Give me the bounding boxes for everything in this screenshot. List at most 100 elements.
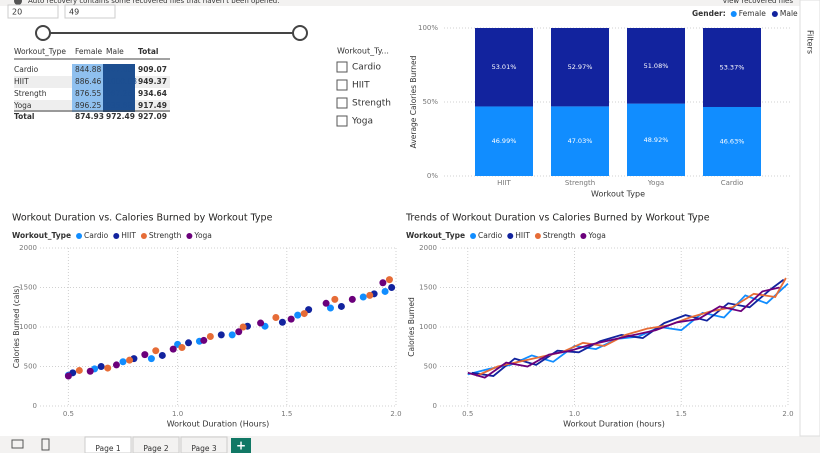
point [331, 295, 339, 303]
slicer-item[interactable]: HIIT [352, 81, 370, 91]
cell-bg [72, 88, 103, 100]
y-tick-label: 500 [24, 363, 37, 371]
point [379, 279, 387, 287]
mobile-icon[interactable] [41, 438, 50, 451]
point [385, 276, 393, 284]
add-tab[interactable] [231, 438, 251, 453]
desktop-icon[interactable] [11, 439, 24, 449]
matrix-cell: 967.00 [106, 65, 132, 74]
bar-segment [475, 28, 533, 107]
x-axis-label: Workout Type [591, 190, 645, 199]
x-tick-label: 2.0 [390, 410, 401, 418]
point [381, 287, 389, 295]
checkbox[interactable] [336, 61, 348, 73]
x-tick-label: 0.5 [462, 410, 473, 418]
matrix-cell: 886.46 [75, 77, 101, 86]
point [322, 299, 330, 307]
bar-segment [627, 103, 685, 176]
legend-marker [507, 233, 514, 239]
point [359, 293, 367, 301]
matrix-header: Total [138, 47, 159, 56]
notification-text: Auto recovery contains some recovered fi… [28, 0, 279, 5]
slider-max-box[interactable] [64, 4, 116, 19]
point [294, 311, 302, 319]
page-tab-label[interactable]: Page 1 [95, 444, 121, 453]
cell-bg [72, 64, 103, 76]
slider-handle[interactable] [292, 25, 308, 41]
matrix-cell: Yoga [13, 101, 32, 110]
notification-action[interactable]: View recovered files [723, 0, 794, 5]
matrix-cell: HIIT [14, 77, 29, 86]
point [152, 347, 160, 355]
data-label: 53.01% [492, 63, 517, 71]
matrix-header: Female [75, 47, 103, 56]
point [272, 314, 280, 322]
point [337, 302, 345, 310]
data-label: 51.08% [644, 62, 669, 70]
bar-segment [703, 106, 761, 176]
point [239, 323, 247, 331]
matrix-header: Male [106, 47, 124, 56]
y-tick-label: 2000 [419, 244, 437, 252]
point [64, 372, 72, 380]
matrix-cell: 935.88 [106, 101, 132, 110]
slicer-item[interactable]: Cardio [352, 63, 382, 73]
checkbox[interactable] [336, 115, 348, 127]
matrix-cell: 949.37 [138, 77, 167, 86]
point [217, 331, 225, 339]
y-tick-label: 1000 [419, 323, 437, 331]
slider-min-box[interactable] [7, 4, 59, 19]
point [200, 336, 208, 344]
point [86, 367, 94, 375]
y-tick-label: 1500 [19, 284, 37, 292]
y-tick-label: 1000 [19, 323, 37, 331]
bar-segment [627, 28, 685, 104]
data-label: 52.97% [568, 63, 593, 71]
y-tick-label: 0 [433, 402, 437, 410]
legend-marker [140, 233, 147, 239]
legend-label: Female [739, 9, 767, 18]
filters-label[interactable]: Filters [806, 30, 815, 54]
point [326, 304, 334, 312]
page-tab-label[interactable]: Page 3 [191, 444, 217, 453]
slicer-item[interactable]: Yoga [351, 117, 373, 127]
point [119, 358, 127, 366]
y-tick-label: 2000 [19, 244, 37, 252]
legend-marker [470, 233, 477, 239]
line [467, 282, 789, 376]
page-tab-label[interactable]: Page 2 [143, 444, 169, 453]
slicer-item[interactable]: Strength [352, 99, 391, 109]
y-tick-label: 500 [424, 363, 437, 371]
x-tick-label: 0.5 [63, 410, 74, 418]
legend-title: Workout_Type [406, 231, 465, 240]
slider-handle[interactable] [35, 25, 51, 41]
tabs: Page 1 Page 2 Page 3 + [84, 436, 251, 454]
checkbox[interactable] [336, 79, 348, 91]
matrix-total: 972.49 [106, 112, 135, 121]
legend-title: Gender: [692, 9, 726, 18]
legend-label: Male [780, 9, 798, 18]
legend-marker [580, 233, 587, 239]
x-tick-label: Strength [565, 179, 595, 187]
matrix-cell: 987.26 [106, 89, 132, 98]
matrix-cell: 1000.03 [106, 77, 137, 86]
point [348, 295, 356, 303]
cell-bg [103, 64, 135, 76]
y-tick-label: 1500 [419, 284, 437, 292]
data-label: 46.63% [720, 137, 745, 145]
cell-bg [103, 88, 135, 100]
add-tab-label[interactable]: + [236, 439, 246, 453]
matrix-cell: 934.64 [138, 89, 167, 98]
checkbox[interactable] [336, 97, 348, 109]
filters-pane[interactable] [799, 0, 820, 437]
point [141, 351, 149, 359]
x-tick-label: 2.0 [782, 410, 793, 418]
point [126, 356, 134, 364]
bar-segment [475, 106, 533, 176]
point [366, 291, 374, 299]
legend-label: Cardio [478, 231, 503, 240]
bar-segment [703, 28, 761, 107]
matrix-header: Workout_Type [14, 47, 66, 56]
line [471, 278, 785, 377]
point [112, 361, 120, 369]
